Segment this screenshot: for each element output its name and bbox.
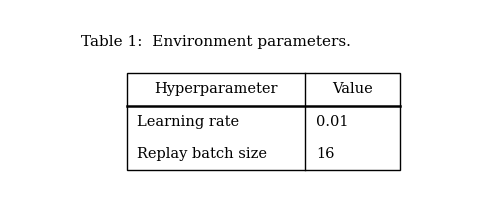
Text: Hyperparameter: Hyperparameter [154,82,278,96]
Text: Value: Value [332,82,373,96]
Text: Replay batch size: Replay batch size [137,147,267,161]
FancyBboxPatch shape [127,73,400,170]
Text: 0.01: 0.01 [316,115,348,129]
Text: 16: 16 [316,147,335,161]
Text: Table 1:  Environment parameters.: Table 1: Environment parameters. [81,35,351,49]
Text: Learning rate: Learning rate [137,115,239,129]
